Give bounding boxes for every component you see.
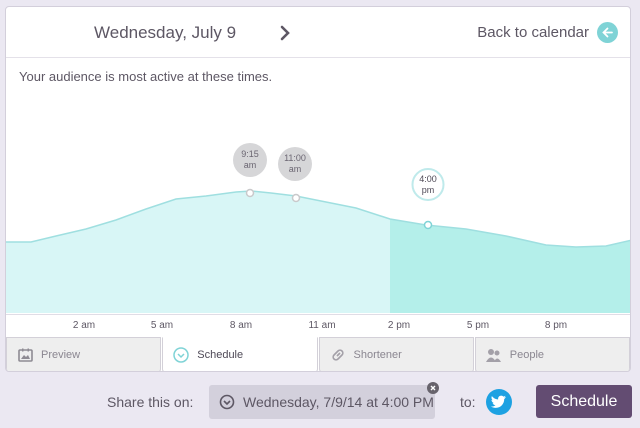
tick-label: 2 am — [72, 320, 96, 331]
tab-label: Schedule — [197, 349, 244, 361]
tab-shortener[interactable]: Shortener — [318, 337, 474, 371]
image-icon — [17, 347, 33, 363]
chart-subtitle: Your audience is most active at these ti… — [19, 69, 273, 84]
chevron-right-icon[interactable] — [278, 24, 292, 42]
schedule-button[interactable]: Schedule — [536, 385, 632, 418]
scheduled-time-value: Wednesday, 7/9/14 at 4:00 PM — [243, 394, 434, 410]
time-bubble-4pm-selected[interactable]: 4:00 pm — [411, 168, 445, 201]
twitter-icon[interactable] — [486, 389, 512, 415]
time-bubble-11am[interactable]: 11:00 am — [278, 147, 312, 181]
card-header: Wednesday, July 9 Back to calendar — [6, 7, 630, 58]
share-bar: Share this on: Wednesday, 7/9/14 at 4:00… — [0, 382, 640, 422]
clock-icon — [219, 394, 235, 410]
audience-activity-chart[interactable] — [6, 137, 631, 317]
tab-label: People — [509, 349, 545, 361]
clear-time-button[interactable] — [427, 382, 439, 394]
link-icon — [330, 347, 346, 363]
marker-9-15am — [245, 188, 255, 198]
tick-label: 5 pm — [466, 320, 490, 331]
to-label: to: — [460, 394, 476, 410]
clock-icon — [173, 347, 189, 363]
share-label: Share this on: — [107, 394, 194, 410]
tab-preview[interactable]: Preview — [6, 337, 162, 371]
arrow-left-circle-icon — [597, 22, 618, 43]
date-title: Wednesday, July 9 — [94, 23, 237, 42]
tick-label: 5 am — [150, 320, 174, 331]
time-bubble-9-15am[interactable]: 9:15 am — [233, 143, 267, 177]
tick-label: 2 pm — [387, 320, 411, 331]
schedule-card: Wednesday, July 9 Back to calendar Your … — [5, 6, 631, 372]
tick-label: 8 pm — [544, 320, 568, 331]
scheduled-time-field[interactable]: Wednesday, 7/9/14 at 4:00 PM — [209, 385, 435, 419]
x-axis: 2 am 5 am 8 am 11 am 2 pm 5 pm 8 pm — [6, 314, 630, 338]
tick-label: 8 am — [229, 320, 253, 331]
people-icon — [485, 347, 502, 363]
marker-4pm — [423, 220, 433, 230]
tab-people[interactable]: People — [474, 337, 630, 371]
tab-bar: Preview Schedule Shortener People — [6, 337, 630, 371]
tab-label: Shortener — [353, 349, 402, 361]
back-to-calendar-link[interactable]: Back to calendar — [477, 22, 618, 43]
marker-11am — [291, 193, 301, 203]
tab-label: Preview — [41, 349, 81, 361]
tick-label: 11 am — [308, 320, 336, 331]
back-to-calendar-label: Back to calendar — [477, 24, 589, 41]
tab-schedule[interactable]: Schedule — [162, 337, 318, 371]
